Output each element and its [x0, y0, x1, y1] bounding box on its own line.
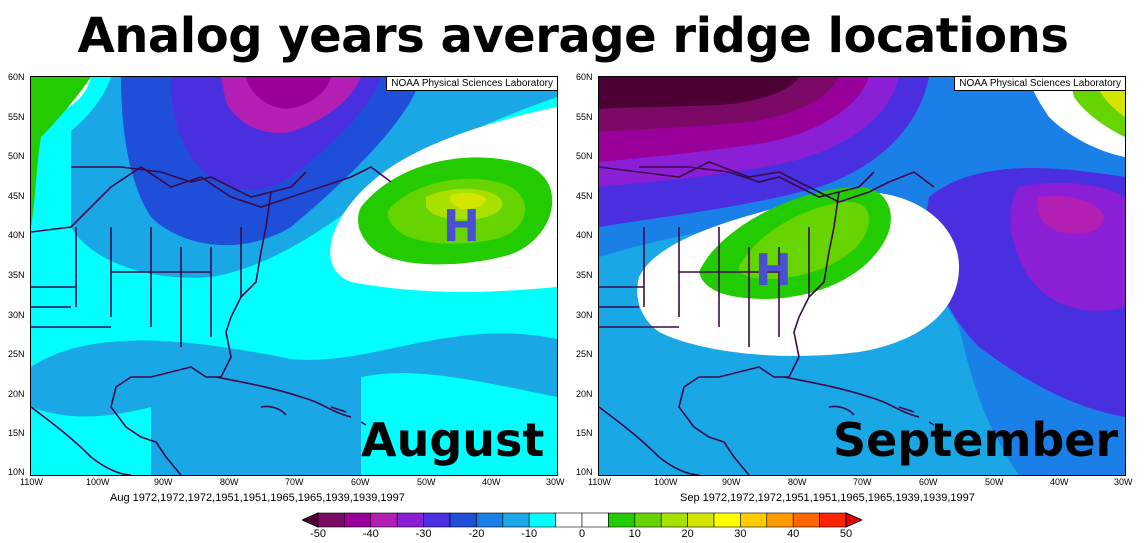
colorbar-swatch — [634, 512, 662, 528]
colorbar-tick-label: -20 — [468, 528, 485, 540]
colorbar — [302, 512, 862, 528]
colorbar-swatch — [687, 512, 715, 528]
lon-label: 90W — [154, 477, 173, 487]
colorbar-swatch — [555, 512, 583, 528]
colorbar-swatch — [766, 512, 794, 528]
colorbar-swatch — [449, 512, 477, 528]
lon-label: 60W — [919, 477, 938, 487]
colorbar-swatch — [370, 512, 398, 528]
colorbar-swatch — [528, 512, 556, 528]
lon-label: 110W — [588, 477, 611, 487]
august-anomaly-map — [31, 77, 557, 475]
august-map-panel: NOAA Physical Sciences Laboratory H Augu… — [30, 76, 558, 476]
august-month-label: August — [361, 413, 545, 467]
september-month-label: September — [833, 413, 1119, 467]
lon-label: 50W — [417, 477, 436, 487]
lon-label: 100W — [654, 477, 678, 487]
colorbar-min-arrow — [302, 512, 319, 528]
lon-label: 90W — [722, 477, 741, 487]
lon-label: 70W — [853, 477, 872, 487]
lat-label: 35N — [576, 270, 593, 280]
colorbar-swatch — [344, 512, 372, 528]
lon-label: 60W — [351, 477, 370, 487]
colorbar-swatch — [660, 512, 688, 528]
lon-label: 80W — [220, 477, 239, 487]
september-years-caption: Sep 1972,1972,1972,1951,1951,1965,1965,1… — [680, 492, 975, 504]
colorbar-tick-label: 10 — [628, 528, 641, 540]
colorbar-tick-label: -30 — [415, 528, 432, 540]
lat-label: 45N — [8, 191, 25, 201]
lon-label: 30W — [546, 477, 565, 487]
colorbar-swatch — [423, 512, 451, 528]
lat-label: 60N — [8, 72, 25, 82]
september-map-panel: NOAA Physical Sciences Laboratory H Sept… — [598, 76, 1126, 476]
lat-label: 30N — [8, 310, 25, 320]
colorbar-swatch — [713, 512, 741, 528]
lat-label: 20N — [8, 389, 25, 399]
lat-label: 55N — [8, 112, 25, 122]
colorbar-swatch — [581, 512, 609, 528]
colorbar-swatch — [740, 512, 768, 528]
lat-label: 35N — [8, 270, 25, 280]
lon-label: 30W — [1114, 477, 1133, 487]
lat-label: 40N — [8, 230, 25, 240]
lat-label: 45N — [576, 191, 593, 201]
lat-label: 50N — [576, 151, 593, 161]
colorbar-swatch — [396, 512, 424, 528]
lat-label: 30N — [576, 310, 593, 320]
page-title: Analog years average ridge locations — [77, 8, 1069, 64]
lat-label: 20N — [576, 389, 593, 399]
colorbar-swatch — [819, 512, 847, 528]
colorbar-swatch — [502, 512, 530, 528]
colorbar-tick-label: -40 — [362, 528, 379, 540]
lon-label: 80W — [788, 477, 807, 487]
colorbar-tick-label: -50 — [310, 528, 326, 540]
lon-label: 70W — [285, 477, 304, 487]
september-high-pressure-marker: H — [755, 245, 792, 296]
lon-label: 40W — [482, 477, 501, 487]
lat-label: 10N — [576, 467, 593, 477]
colorbar-swatches — [302, 512, 862, 528]
lat-label: 50N — [8, 151, 25, 161]
lat-label: 25N — [8, 349, 25, 359]
colorbar-max-arrow — [845, 512, 862, 528]
colorbar-swatch — [792, 512, 820, 528]
lon-label: 100W — [86, 477, 110, 487]
august-credit: NOAA Physical Sciences Laboratory — [386, 77, 557, 91]
colorbar-swatch — [317, 512, 345, 528]
lat-label: 55N — [576, 112, 593, 122]
september-credit: NOAA Physical Sciences Laboratory — [954, 77, 1125, 91]
colorbar-tick-label: -10 — [521, 528, 538, 540]
colorbar-tick-label: 40 — [787, 528, 800, 540]
lat-label: 10N — [8, 467, 25, 477]
lon-label: 40W — [1050, 477, 1069, 487]
lat-label: 60N — [576, 72, 593, 82]
lon-label: 110W — [20, 477, 43, 487]
lat-label: 15N — [576, 428, 593, 438]
lon-label: 50W — [985, 477, 1004, 487]
colorbar-tick-label: 0 — [578, 528, 586, 540]
september-anomaly-map — [599, 77, 1125, 475]
colorbar-swatch — [476, 512, 504, 528]
lat-label: 15N — [8, 428, 25, 438]
lat-label: 40N — [576, 230, 593, 240]
colorbar-tick-label: 20 — [681, 528, 694, 540]
colorbar-swatch — [608, 512, 636, 528]
colorbar-tick-label: 30 — [734, 528, 747, 540]
august-high-pressure-marker: H — [443, 201, 480, 252]
colorbar-tick-label: 50 — [839, 528, 853, 540]
august-years-caption: Aug 1972,1972,1972,1951,1951,1965,1965,1… — [110, 492, 405, 504]
lat-label: 25N — [576, 349, 593, 359]
